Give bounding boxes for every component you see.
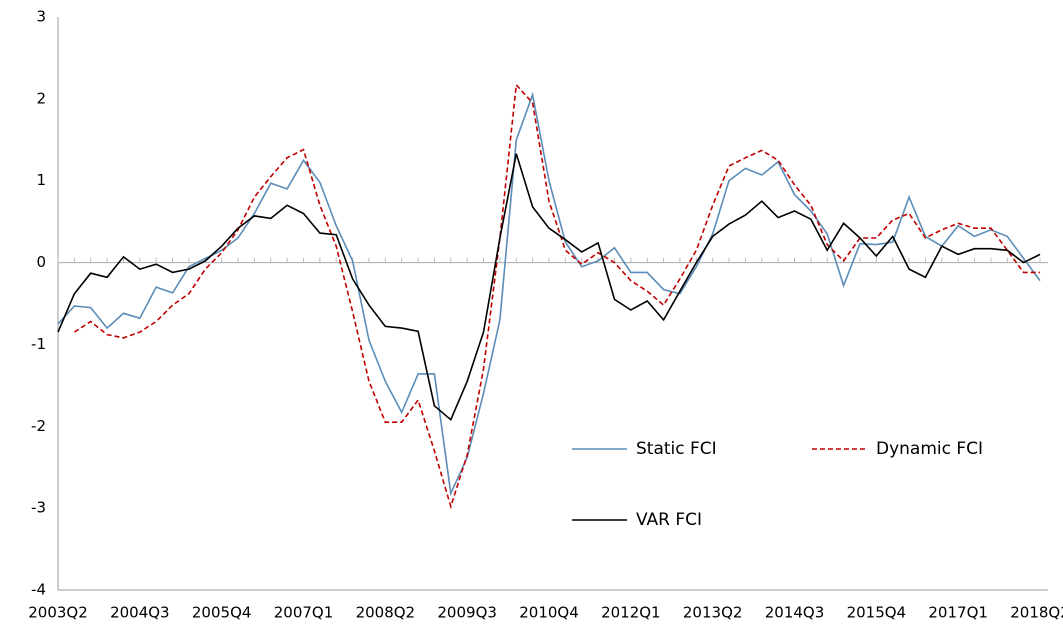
y-tick-label: -2	[31, 417, 46, 435]
x-tick-label: 2008Q2	[356, 604, 416, 622]
x-tick-label: 2010Q4	[519, 604, 579, 622]
x-tick-label: 2004Q3	[110, 604, 170, 622]
x-tick-label: 2007Q1	[274, 604, 334, 622]
y-tick-label: 0	[36, 253, 46, 271]
legend-label: VAR FCI	[636, 510, 702, 530]
legend-label: Static FCI	[636, 439, 717, 459]
x-tick-label: 2013Q2	[683, 604, 743, 622]
x-tick-label: 2018Q2	[1010, 604, 1063, 622]
series-line	[57, 91, 1041, 497]
x-tick-label: 2015Q4	[847, 604, 907, 622]
x-tick-label: 2014Q3	[765, 604, 825, 622]
legend-label: Dynamic FCI	[876, 439, 983, 459]
series-line	[73, 83, 1040, 510]
x-tick-label: 2003Q2	[28, 604, 88, 622]
x-tick-label: 2009Q3	[437, 604, 497, 622]
series-line	[57, 153, 1041, 422]
y-tick-label: 1	[36, 171, 46, 189]
y-tick-label: 2	[36, 89, 46, 107]
x-tick-label: 2012Q1	[601, 604, 661, 622]
x-tick-label: 2017Q1	[928, 604, 988, 622]
x-tick-label: 2005Q4	[192, 604, 252, 622]
y-tick-label: -4	[31, 581, 46, 599]
y-tick-label: -1	[31, 335, 46, 353]
y-tick-label: -3	[31, 499, 46, 517]
y-tick-label: 3	[36, 8, 46, 26]
